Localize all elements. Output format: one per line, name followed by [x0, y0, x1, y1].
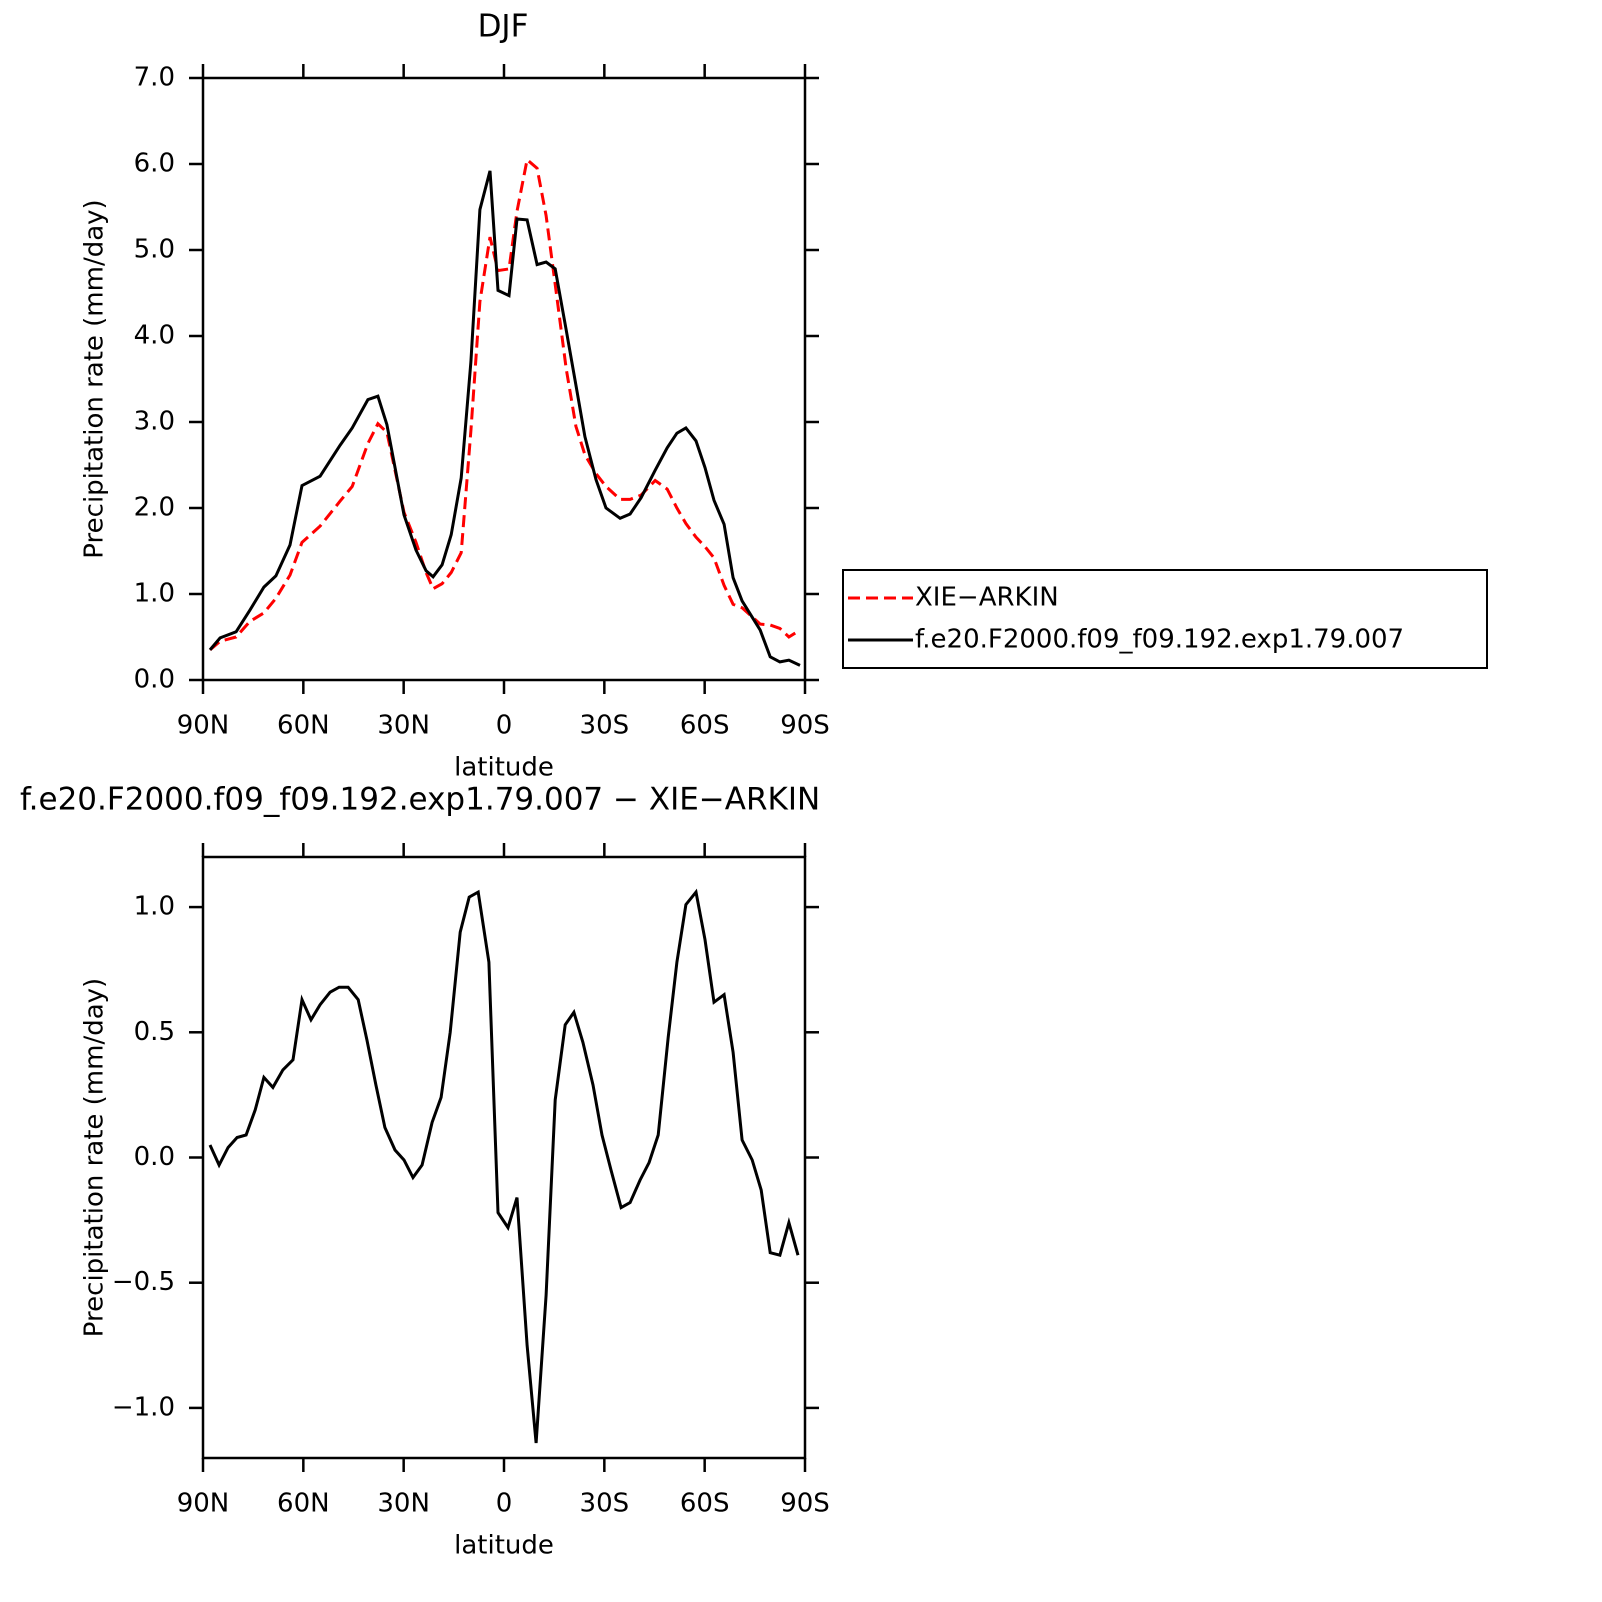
y-tick-label: −0.5 — [112, 1267, 175, 1297]
y-tick-label: 7.0 — [134, 63, 175, 93]
x-tick-label: 30S — [580, 1489, 630, 1519]
y-tick-label: 6.0 — [134, 149, 175, 179]
x-tick-label: 30N — [377, 1489, 430, 1519]
x-tick-label: 90N — [177, 711, 230, 741]
data-line — [208, 170, 801, 667]
y-tick-label: 2.0 — [134, 493, 175, 523]
y-tick-label: 0.5 — [134, 1017, 175, 1047]
x-axis-label: latitude — [454, 1531, 554, 1561]
y-tick-label: 4.0 — [134, 321, 175, 351]
chart-title: DJF — [478, 9, 529, 45]
legend-label: XIE−ARKIN — [915, 583, 1059, 613]
x-tick-label: 60N — [277, 1489, 330, 1519]
x-tick-label: 90S — [780, 711, 830, 741]
legend: XIE−ARKIN f.e20.F2000.f09_f09.192.exp1.79… — [842, 569, 1488, 669]
legend-label: f.e20.F2000.f09_f09.192.exp1.79.007 — [915, 625, 1404, 655]
legend-box — [842, 569, 1488, 669]
data-line — [208, 888, 800, 1444]
y-tick-label: 1.0 — [134, 579, 175, 609]
x-tick-label: 90N — [177, 1489, 230, 1519]
x-tick-label: 60S — [680, 711, 730, 741]
y-axis-label: Precipitation rate (mm/day) — [80, 978, 110, 1337]
y-axis-label: Precipitation rate (mm/day) — [80, 199, 110, 558]
x-tick-label: 30N — [377, 711, 430, 741]
y-tick-label: 1.0 — [134, 892, 175, 922]
x-tick-label: 0 — [496, 711, 513, 741]
x-axis-label: latitude — [454, 753, 554, 783]
x-tick-label: 60S — [680, 1489, 730, 1519]
y-tick-label: 3.0 — [134, 407, 175, 437]
chart-title: f.e20.F2000.f09_f09.192.exp1.79.007 − XI… — [20, 782, 820, 818]
plot-frame — [201, 855, 807, 1460]
x-tick-label: 30S — [580, 711, 630, 741]
y-tick-label: 5.0 — [134, 235, 175, 265]
y-tick-label: −1.0 — [112, 1392, 175, 1422]
x-tick-label: 0 — [496, 1489, 513, 1519]
data-line — [209, 156, 801, 652]
x-tick-label: 90S — [780, 1489, 830, 1519]
x-tick-label: 60N — [277, 711, 330, 741]
y-tick-label: 0.0 — [134, 1142, 175, 1172]
plot-frame — [201, 76, 807, 682]
y-tick-label: 0.0 — [134, 665, 175, 695]
